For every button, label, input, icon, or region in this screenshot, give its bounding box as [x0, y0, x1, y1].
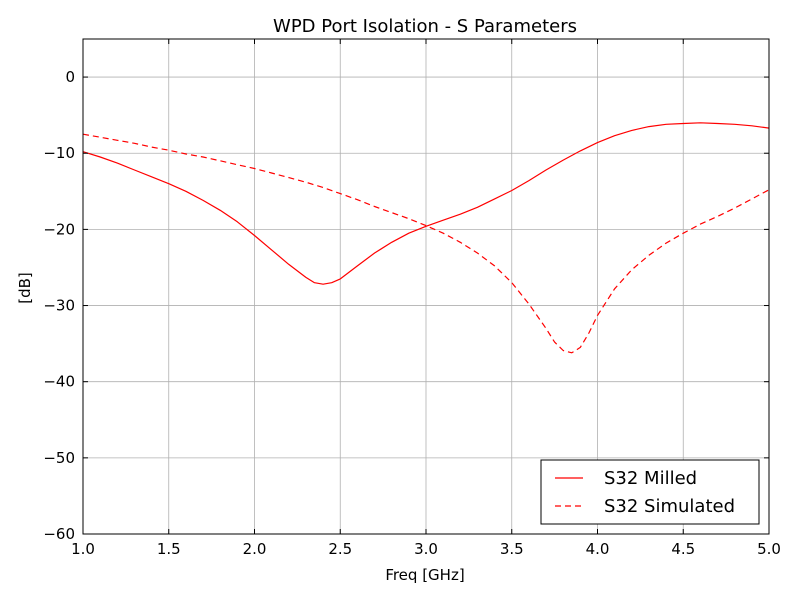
y-tick-label: −20	[43, 220, 75, 238]
y-axis-label: [dB]	[16, 272, 34, 304]
x-tick-label: 5.0	[757, 540, 781, 558]
y-tick-label: −30	[43, 297, 75, 315]
y-tick-label: −50	[43, 449, 75, 467]
legend-label: S32 Simulated	[604, 496, 735, 517]
x-tick-label: 4.0	[586, 540, 610, 558]
x-tick-label: 2.0	[243, 540, 267, 558]
x-tick-label: 4.5	[671, 540, 695, 558]
series-line-s32-simulated	[82, 133, 770, 354]
ticks: 1.0 1.5 2.0 2.5 3.0 3.5 4.0 4.5 5.0 0 −10 −20 −30 −40…	[43, 39, 781, 558]
y-tick-label: 0	[65, 68, 75, 86]
legend: S32 Milled S32 Simulated	[540, 459, 760, 525]
x-axis-label: Freq [GHz]	[385, 566, 464, 584]
y-tick-label: −60	[43, 525, 75, 543]
x-tick-label: 1.5	[157, 540, 181, 558]
series-line-s32-milled	[82, 122, 770, 285]
y-tick-label: −40	[43, 373, 75, 391]
x-tick-label: 2.5	[328, 540, 352, 558]
chart-title: WPD Port Isolation - S Parameters	[273, 16, 577, 37]
legend-box	[540, 459, 760, 525]
series-layer	[82, 122, 770, 354]
y-tick-label: −10	[43, 144, 75, 162]
x-tick-label: 1.0	[71, 540, 95, 558]
x-tick-label: 3.0	[414, 540, 438, 558]
legend-label: S32 Milled	[604, 468, 697, 489]
x-tick-label: 3.5	[500, 540, 524, 558]
